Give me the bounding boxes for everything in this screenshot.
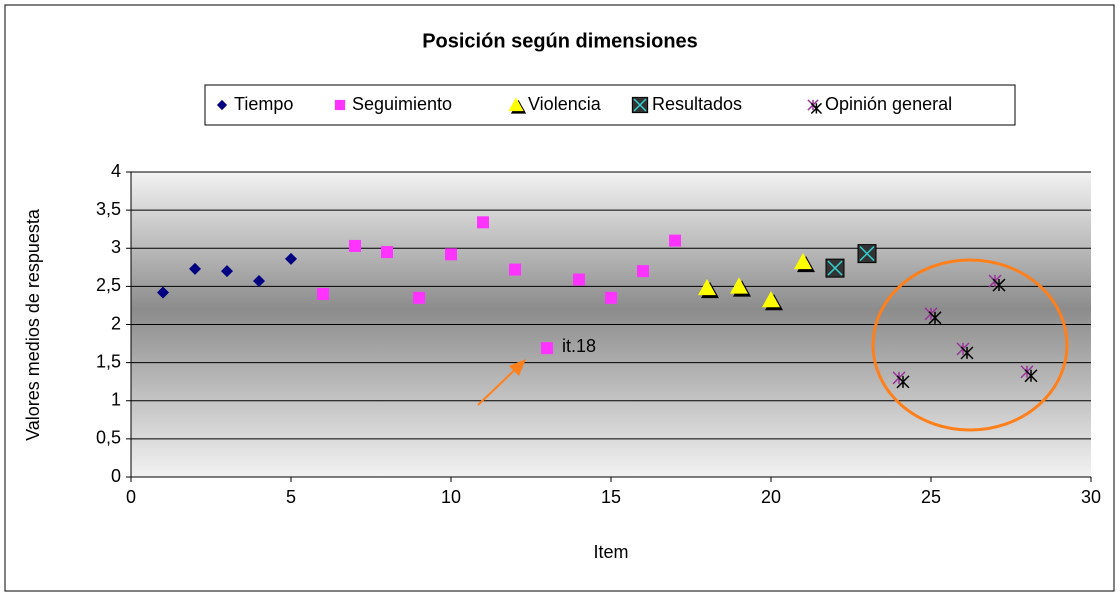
y-tick-label: 4 <box>111 161 121 181</box>
legend-marker <box>216 99 228 111</box>
y-tick-label: 1,5 <box>96 351 121 371</box>
y-tick-label: 0,5 <box>96 428 121 448</box>
point <box>445 248 457 261</box>
point <box>221 265 233 278</box>
point <box>509 263 521 276</box>
legend-marker <box>508 97 524 112</box>
x-tick-label: 10 <box>441 487 461 507</box>
point <box>285 252 297 265</box>
y-tick-label: 3,5 <box>96 199 121 219</box>
point <box>637 265 649 278</box>
legend-label: Opinión general <box>825 94 952 114</box>
y-tick-label: 2,5 <box>96 275 121 295</box>
point-shadow <box>928 311 942 325</box>
point <box>317 288 329 300</box>
legend-label: Resultados <box>652 94 742 114</box>
point <box>349 239 361 252</box>
point <box>605 291 617 304</box>
legend-label: Seguimiento <box>352 94 452 114</box>
y-tick-label: 2 <box>111 313 121 333</box>
point <box>669 234 681 247</box>
point <box>698 278 716 296</box>
point <box>573 273 585 286</box>
point <box>477 216 489 229</box>
x-tick-label: 15 <box>601 487 621 507</box>
point <box>762 291 780 308</box>
y-tick-label: 3 <box>111 237 121 257</box>
point <box>794 252 812 270</box>
x-axis-label: Item <box>593 542 628 562</box>
highlight-circle <box>871 258 1069 432</box>
point-shadow <box>992 278 1006 292</box>
annotation: it.18 <box>562 336 596 356</box>
point-shadow <box>810 102 823 115</box>
x-tick-label: 5 <box>286 487 296 507</box>
annotation-arrowhead <box>509 359 526 376</box>
point <box>541 342 553 355</box>
point <box>413 291 425 304</box>
point <box>253 275 265 288</box>
legend-marker <box>334 99 346 111</box>
point <box>730 277 748 294</box>
legend-label: Violencia <box>528 94 602 114</box>
point-cross <box>827 260 843 276</box>
point <box>381 246 393 259</box>
x-tick-label: 20 <box>761 487 781 507</box>
point <box>157 286 169 299</box>
x-tick-label: 0 <box>126 487 136 507</box>
point-cross <box>859 246 875 262</box>
point-shadow <box>896 375 910 389</box>
point-shadow <box>1024 369 1038 383</box>
x-tick-label: 30 <box>1081 487 1101 507</box>
y-axis-label: Valores medios de respuesta <box>23 208 43 441</box>
point-cross <box>633 98 647 112</box>
legend-label: Tiempo <box>234 94 293 114</box>
x-tick-label: 25 <box>921 487 941 507</box>
chart-title: Posición según dimensiones <box>422 30 698 52</box>
y-tick-label: 1 <box>111 390 121 410</box>
point-shadow <box>960 346 974 360</box>
y-tick-label: 0 <box>111 466 121 486</box>
point <box>189 262 201 275</box>
